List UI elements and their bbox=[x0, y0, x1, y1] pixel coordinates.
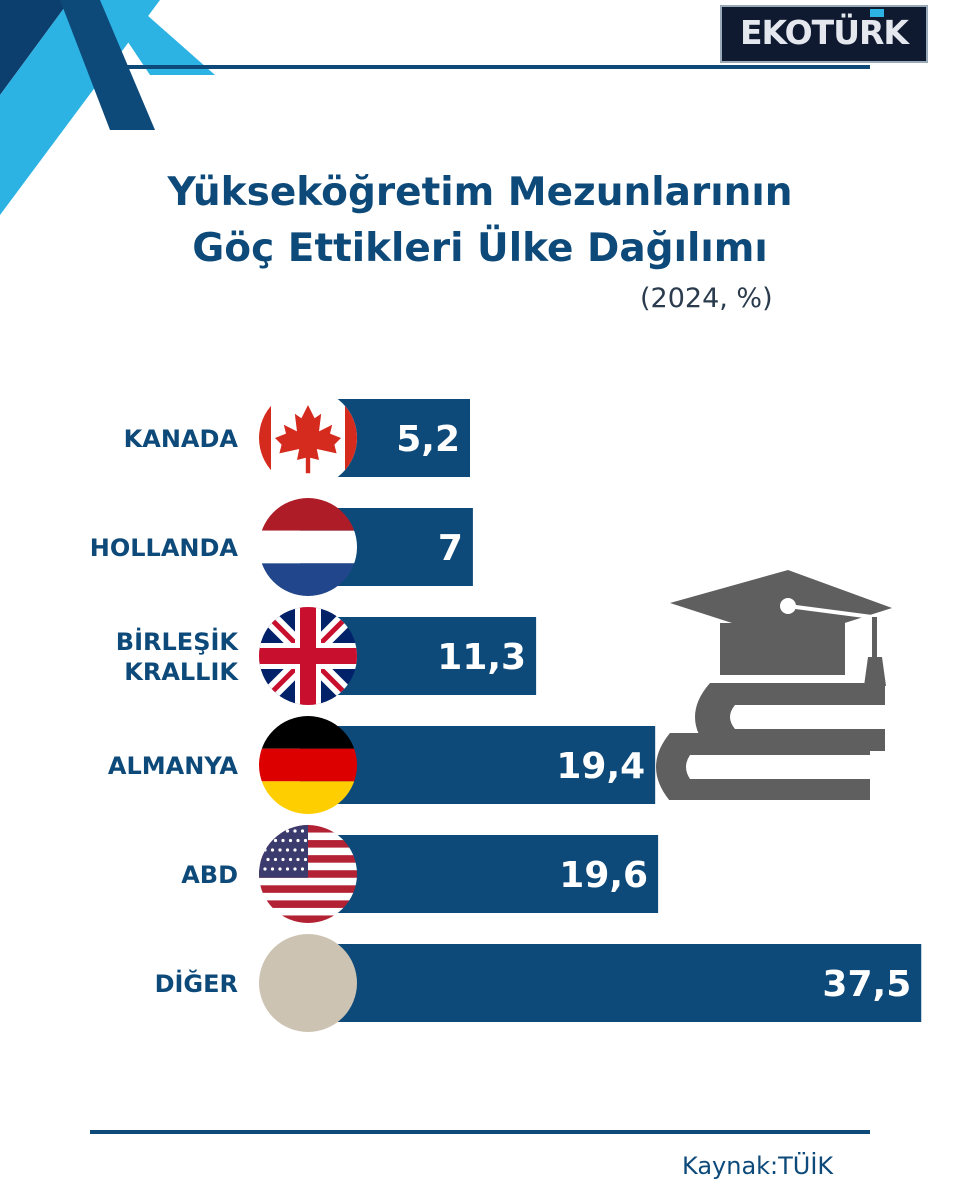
bar-value-label: 11,3 bbox=[437, 637, 526, 678]
source-note: Kaynak:TÜİK bbox=[682, 1152, 834, 1180]
bar-value-label: 5,2 bbox=[396, 419, 460, 460]
bar-row: 5,2 KANADA bbox=[124, 389, 470, 487]
united-kingdom-flag-icon bbox=[259, 607, 357, 705]
category-label: HOLLANDA bbox=[90, 534, 239, 562]
usa-flag-icon bbox=[259, 825, 357, 923]
bar-row: 37,5 DİĞER bbox=[155, 934, 922, 1032]
graduation-books-icon bbox=[656, 570, 892, 800]
corner-decoration bbox=[0, 0, 215, 215]
bar-value-label: 7 bbox=[438, 528, 463, 569]
other-flag-icon bbox=[259, 934, 357, 1032]
category-label: BİRLEŞİK bbox=[116, 627, 240, 656]
bar bbox=[300, 835, 659, 913]
bar-row: 7 HOLLANDA bbox=[90, 498, 473, 596]
logo-text: EKOTÜRK bbox=[740, 13, 909, 52]
brand-logo: EKOTÜRK bbox=[720, 5, 928, 63]
bar-value-label: 19,4 bbox=[556, 746, 645, 787]
chart-title: Yükseköğretim Mezunlarının Göç Ettikleri… bbox=[0, 165, 960, 277]
category-label: KRALLIK bbox=[124, 658, 239, 686]
bar-row: 19,6 ABD bbox=[181, 825, 659, 923]
graduation-cap-icon bbox=[670, 570, 892, 686]
category-label: ABD bbox=[181, 861, 238, 889]
category-label: DİĞER bbox=[155, 968, 238, 998]
bar bbox=[300, 944, 922, 1022]
canada-flag-icon bbox=[259, 389, 357, 487]
top-divider bbox=[120, 65, 870, 69]
category-label: KANADA bbox=[124, 425, 239, 453]
logo-accent-mark bbox=[870, 9, 884, 17]
title-line-1: Yükseköğretim Mezunlarının bbox=[167, 170, 793, 215]
title-line-2: Göç Ettikleri Ülke Dağılımı bbox=[192, 226, 768, 271]
category-label: ALMANYA bbox=[108, 752, 238, 780]
bar-value-label: 37,5 bbox=[822, 964, 911, 1005]
bar-row: 19,4 ALMANYA bbox=[108, 716, 656, 814]
bottom-divider bbox=[90, 1130, 870, 1134]
bar-value-label: 19,6 bbox=[559, 855, 648, 896]
bar bbox=[300, 726, 656, 804]
chart-subtitle: (2024, %) bbox=[640, 283, 773, 314]
books-icon bbox=[656, 683, 885, 800]
